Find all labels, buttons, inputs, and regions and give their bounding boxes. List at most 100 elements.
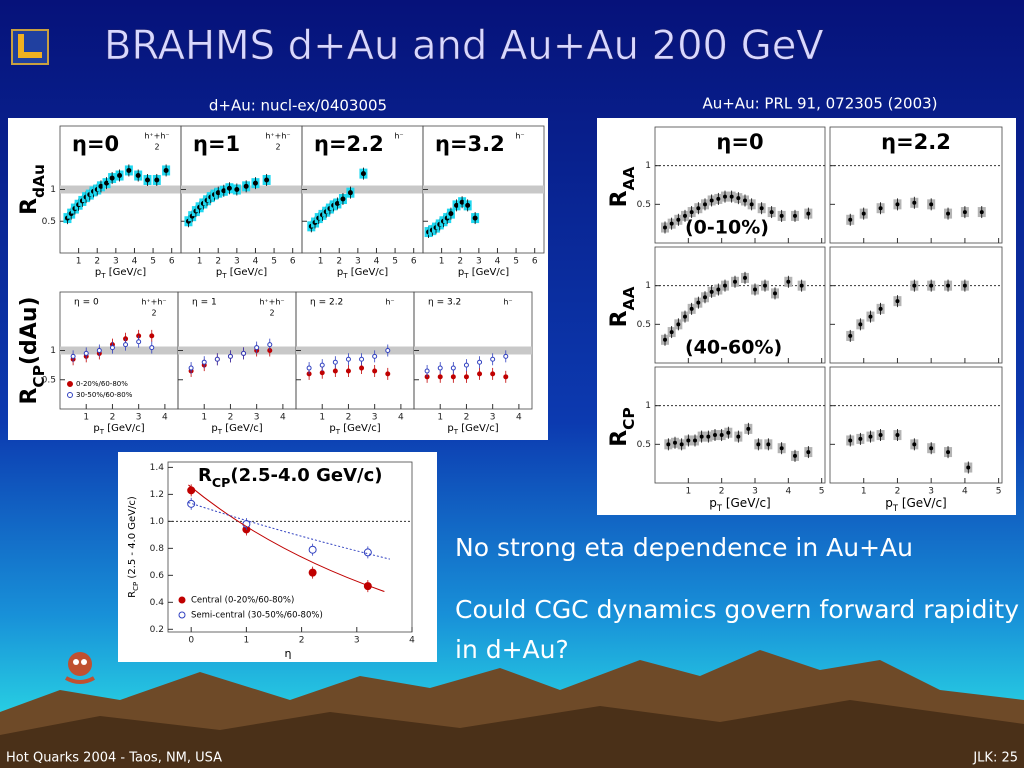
x-tick-label: 2: [228, 413, 234, 423]
figure-panel: [118, 452, 437, 662]
legend-label: Semi-central (30-50%/60-80%): [191, 611, 323, 621]
data-point: [490, 356, 496, 362]
plot-frame: [654, 126, 826, 244]
x-tick-label: 6: [532, 257, 538, 267]
data-point: [769, 210, 774, 215]
data-point: [759, 206, 764, 211]
x-tick-label: 1: [201, 413, 207, 423]
mountains-front: [0, 700, 1024, 768]
text-subscript: dAu: [30, 164, 48, 198]
plot-frame: [654, 246, 826, 364]
text-main: R: [607, 310, 632, 327]
data-point: [503, 353, 509, 359]
x-tick-label: 4: [785, 487, 791, 497]
panel-label: η = 0: [74, 298, 99, 308]
x-tick-label: 1: [319, 413, 325, 423]
species-num: h⁺+h⁻: [144, 132, 169, 141]
data-point: [676, 217, 681, 222]
x-tick-label: 2: [110, 413, 116, 423]
legend-marker: [178, 611, 186, 619]
x-tick-label: 3: [113, 257, 119, 267]
y-tick-label: 1: [50, 185, 56, 195]
species-num: h⁻: [385, 298, 394, 307]
fit-curve: [188, 502, 391, 560]
panel-label: η=1: [193, 132, 240, 156]
species-den: 2: [154, 143, 159, 152]
data-point: [858, 322, 863, 327]
data-point: [144, 177, 150, 183]
text-rest: (dAu): [17, 296, 42, 365]
x-tick-label: 2: [215, 257, 221, 267]
x-axis-label: pT [GeV/c]: [329, 423, 380, 436]
data-point: [709, 289, 714, 294]
x-tick-label: 4: [162, 413, 168, 423]
data-point: [96, 348, 102, 353]
data-point: [929, 446, 934, 451]
legend-label: 0-20%/60-80%: [76, 380, 128, 388]
x-tick-label: 4: [280, 413, 286, 423]
x-axis-label: pT [GeV/c]: [458, 267, 509, 280]
y-tick-label: 0.5: [42, 375, 56, 385]
data-point: [437, 365, 443, 371]
data-point: [743, 198, 747, 203]
text-main: p: [216, 267, 222, 278]
plot-frame: [829, 366, 1003, 484]
data-point: [264, 177, 270, 183]
data-point: [226, 185, 232, 191]
text-main: R: [17, 388, 42, 405]
caption: d+Au: nucl-ex/0403005: [209, 97, 387, 115]
data-point: [703, 202, 707, 207]
data-point: [267, 342, 273, 348]
data-point: [912, 200, 917, 205]
x-tick-label: 2: [346, 413, 352, 423]
data-point: [746, 426, 751, 431]
x-tick-label: 3: [928, 487, 934, 497]
y-tick-label: 1: [50, 346, 56, 356]
data-point: [806, 450, 811, 455]
plot-frame: [829, 246, 1003, 364]
data-point: [70, 353, 76, 359]
chart-title: RCP(2.5-4.0 GeV/c): [198, 465, 382, 490]
data-point: [676, 322, 681, 327]
data-point: [454, 202, 460, 208]
x-tick-label: 1: [437, 413, 443, 423]
x-tick-label: 1: [76, 257, 82, 267]
data-point: [477, 359, 483, 365]
data-point: [713, 433, 717, 438]
text-subscript: T: [335, 428, 341, 436]
x-tick-label: 4: [398, 413, 404, 423]
data-point: [669, 221, 674, 226]
data-point: [477, 371, 483, 377]
text-rest: (2.5-4.0 GeV/c): [230, 465, 382, 486]
data-point: [766, 442, 771, 447]
text-main: R: [607, 430, 632, 447]
data-point: [385, 371, 391, 377]
species-num: h⁺+h⁻: [141, 298, 166, 307]
data-point: [104, 180, 110, 186]
text-subscript: T: [100, 272, 106, 280]
data-point: [187, 499, 196, 508]
data-point: [773, 291, 777, 296]
data-point: [706, 434, 711, 439]
x-tick-label: 1: [83, 413, 89, 423]
panel-label: η=0: [72, 132, 119, 156]
figure-panel: [8, 118, 548, 440]
y-tick-label: 0.5: [637, 320, 651, 330]
data-point: [848, 438, 853, 443]
x-tick-label: 4: [409, 636, 415, 646]
text-main: p: [458, 267, 464, 278]
text-rest: (2.5 - 4.0 GeV/c): [127, 496, 138, 582]
x-tick-label: 3: [476, 257, 482, 267]
x-tick-label: 3: [752, 487, 758, 497]
text-rest: [GeV/c]: [104, 423, 145, 434]
x-axis-label: η: [285, 647, 292, 660]
panel-label: η = 3.2: [428, 298, 461, 308]
data-point: [895, 202, 900, 207]
x-tick-label: 4: [132, 257, 138, 267]
text-main: p: [211, 423, 217, 434]
y-tick-label: 0.5: [637, 200, 651, 210]
data-point: [360, 171, 366, 177]
data-point: [962, 210, 967, 215]
text-subscript: AA: [620, 167, 638, 191]
data-point: [319, 362, 325, 368]
